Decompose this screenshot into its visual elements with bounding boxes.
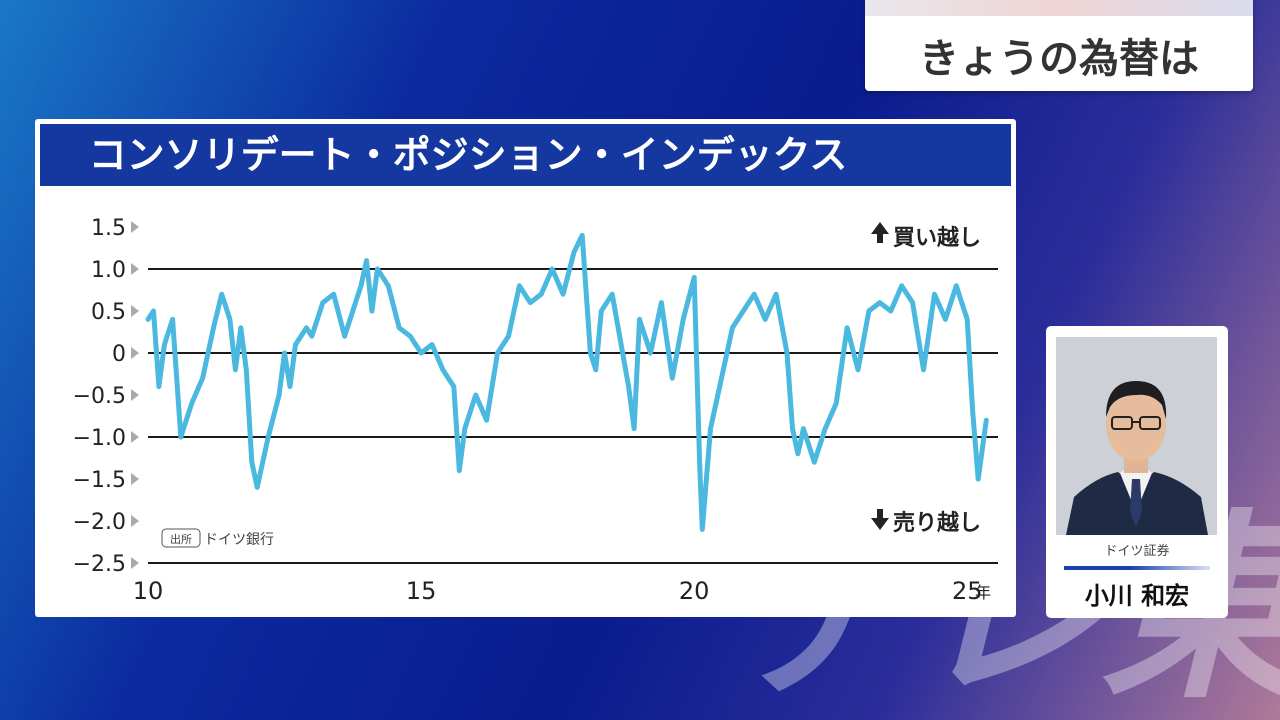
y-tick-marker xyxy=(131,263,139,275)
x-unit-label: 年 xyxy=(975,583,991,602)
chart-title-bar: コンソリデート・ポジション・インデックス xyxy=(40,124,1011,186)
y-tick-marker xyxy=(131,305,139,317)
y-tick-marker xyxy=(131,431,139,443)
series-line xyxy=(145,232,989,532)
line-chart: 1.5 1.0 0.5 0 −0.5 −1.0 −1.5 −2.0 −2.5 10 15 20 25年 買… xyxy=(73,216,998,605)
source-box-label: 出所 xyxy=(170,532,192,546)
y-tick-label: −0.5 xyxy=(73,384,126,409)
y-tick-label: 1.5 xyxy=(91,216,126,241)
down-arrow-icon xyxy=(871,509,889,530)
y-tick-label: −1.0 xyxy=(73,426,126,451)
y-tick-label: −2.5 xyxy=(73,552,126,577)
topic-strip xyxy=(865,0,1253,16)
analyst-name: 小川 和宏 xyxy=(1084,582,1190,610)
topic-label: きょうの為替は xyxy=(919,36,1199,82)
y-tick-label: 0 xyxy=(112,342,126,367)
name-accent-line xyxy=(1064,566,1210,570)
x-tick-label: 15 xyxy=(406,577,437,605)
analyst-photo xyxy=(1056,337,1217,535)
analyst-company: ドイツ証券 xyxy=(1104,544,1170,559)
y-tick-marker xyxy=(131,221,139,233)
y-tick-marker xyxy=(131,515,139,527)
analyst-card: ドイツ証券 小川 和宏 xyxy=(1046,326,1228,618)
lower-label: 売り越し xyxy=(893,510,981,536)
x-tick-label: 10 xyxy=(133,577,164,605)
x-tick-label: 20 xyxy=(679,577,710,605)
source-label: ドイツ銀行 xyxy=(204,532,274,548)
y-tick-marker xyxy=(131,473,139,485)
chart-panel: コンソリデート・ポジション・インデックス 1.5 1.0 0.5 0 −0.5 −1.0 −… xyxy=(35,119,1016,617)
y-tick-marker xyxy=(131,389,139,401)
topic-banner: きょうの為替は xyxy=(865,0,1253,91)
y-tick-label: −1.5 xyxy=(73,468,126,493)
y-tick-label: 0.5 xyxy=(91,300,126,325)
upper-label: 買い越し xyxy=(893,226,981,251)
source-box xyxy=(161,528,201,548)
x-tick-label: 25 xyxy=(952,577,983,605)
chart-title: コンソリデート・ポジション・インデックス xyxy=(88,133,848,177)
y-tick-marker xyxy=(131,557,139,569)
y-tick-label: −2.0 xyxy=(73,510,126,535)
up-arrow-icon xyxy=(871,222,889,243)
y-tick-label: 1.0 xyxy=(91,258,126,283)
y-tick-marker xyxy=(131,347,139,359)
